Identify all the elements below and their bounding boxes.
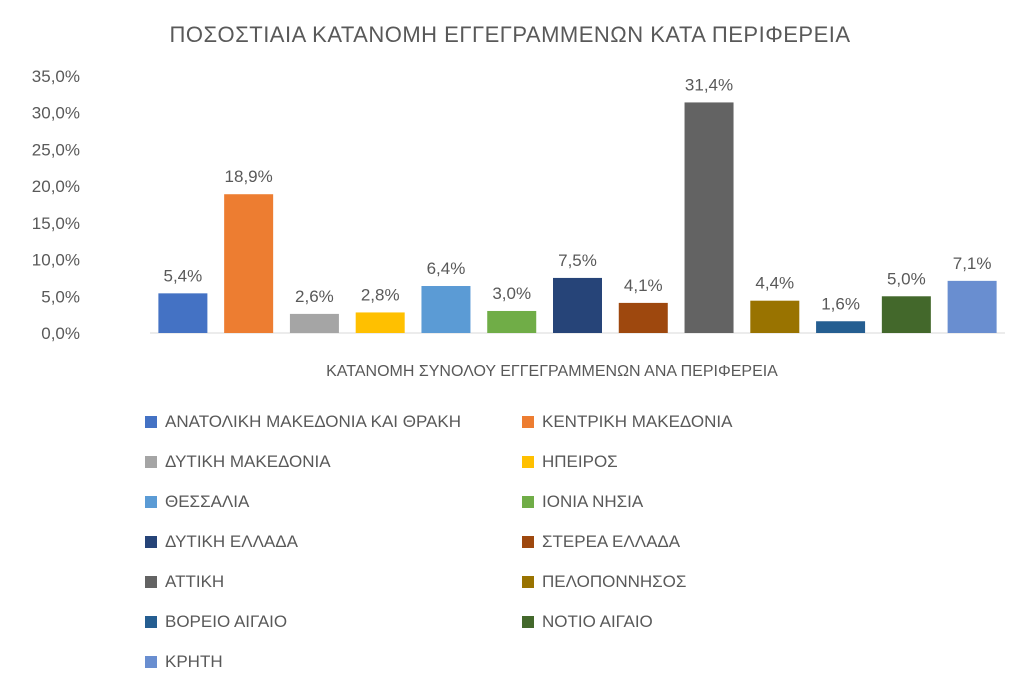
y-axis: 0,0% 5,0% 10,0% 15,0% 20,0% 25,0% 30,0% 35,0% bbox=[32, 67, 80, 343]
bar bbox=[553, 277, 602, 333]
legend-item: ΘΕΣΣΑΛΙΑ bbox=[145, 490, 249, 514]
bar bbox=[750, 300, 800, 333]
data-label: 4,1% bbox=[624, 276, 663, 295]
data-label: 5,4% bbox=[164, 266, 203, 285]
y-tick-label: 25,0% bbox=[32, 140, 80, 159]
data-label: 7,5% bbox=[558, 251, 597, 270]
data-label: 2,8% bbox=[361, 285, 400, 304]
legend-label: ΘΕΣΣΑΛΙΑ bbox=[165, 492, 250, 511]
legend-swatch bbox=[145, 616, 157, 628]
legend-item: ΣΤΕΡΕΑ ΕΛΛΑΔΑ bbox=[522, 530, 680, 554]
data-label: 6,4% bbox=[427, 259, 466, 278]
bar bbox=[684, 102, 734, 333]
legend-item: ΔΥΤΙΚΗ ΜΑΚΕΔΟΝΙΑ bbox=[145, 450, 331, 474]
data-label: 31,4% bbox=[685, 75, 733, 94]
legend-item: ΗΠΕΙΡΟΣ bbox=[522, 450, 618, 474]
legend-item: ΔΥΤΙΚΗ ΕΛΛΑΔΑ bbox=[145, 530, 298, 554]
bars bbox=[158, 102, 997, 333]
legend-swatch bbox=[145, 576, 157, 588]
legend-item: ΠΕΛΟΠΟΝΝΗΣΟΣ bbox=[522, 570, 686, 594]
data-label: 7,1% bbox=[953, 254, 992, 273]
legend-item: ΝΟΤΙΟ ΑΙΓΑΙΟ bbox=[522, 610, 653, 634]
bar bbox=[618, 302, 668, 333]
y-tick-label: 35,0% bbox=[32, 67, 80, 86]
legend-swatch bbox=[522, 456, 534, 468]
legend-label: ΑΤΤΙΚΗ bbox=[165, 572, 225, 591]
legend-item: ΚΡΗΤΗ bbox=[145, 650, 223, 674]
data-label: 2,6% bbox=[295, 287, 334, 306]
legend-label: ΚΡΗΤΗ bbox=[165, 652, 223, 671]
y-tick-label: 0,0% bbox=[41, 324, 80, 343]
legend-swatch bbox=[145, 536, 157, 548]
legend-label: ΒΟΡΕΙΟ ΑΙΓΑΙΟ bbox=[165, 612, 288, 631]
data-label: 3,0% bbox=[492, 284, 531, 303]
bar bbox=[355, 312, 405, 333]
legend-swatch bbox=[522, 536, 534, 548]
bar bbox=[421, 286, 471, 333]
legend-swatch bbox=[522, 496, 534, 508]
legend-swatch bbox=[522, 616, 534, 628]
legend-swatch bbox=[522, 576, 534, 588]
x-axis-title: ΚΑΤΑΝΟΜΗ ΣΥΝΟΛΟΥ ΕΓΓΕΓΡΑΜΜΕΝΩΝ ΑΝΑ ΠΕΡΙΦ… bbox=[326, 363, 778, 380]
legend-item: ΑΝΑΤΟΛΙΚΗ ΜΑΚΕΔΟΝΙΑ ΚΑΙ ΘΡΑΚΗ bbox=[145, 410, 461, 434]
y-tick-label: 20,0% bbox=[32, 177, 80, 196]
data-labels: 5,4% 18,9% 2,6% 2,8% 6,4% 3,0% 7,5% 4,1% 31,4% 4,… bbox=[164, 75, 992, 313]
y-tick-label: 10,0% bbox=[32, 251, 80, 270]
bar bbox=[158, 293, 208, 333]
legend-item: ΒΟΡΕΙΟ ΑΙΓΑΙΟ bbox=[145, 610, 287, 634]
data-label: 1,6% bbox=[821, 294, 860, 313]
legend-label: ΣΤΕΡΕΑ ΕΛΛΑΔΑ bbox=[542, 532, 681, 551]
data-label: 5,0% bbox=[887, 269, 926, 288]
bar bbox=[947, 280, 997, 333]
bar bbox=[224, 194, 274, 333]
bar bbox=[881, 296, 931, 333]
legend-label: ΚΕΝΤΡΙΚΗ ΜΑΚΕΔΟΝΙΑ bbox=[542, 412, 733, 431]
legend-swatch bbox=[522, 416, 534, 428]
legend-label: ΝΟΤΙΟ ΑΙΓΑΙΟ bbox=[542, 612, 653, 631]
legend-swatch bbox=[145, 496, 157, 508]
legend-item: ΑΤΤΙΚΗ bbox=[145, 570, 224, 594]
legend-label: ΠΕΛΟΠΟΝΝΗΣΟΣ bbox=[542, 572, 687, 591]
y-tick-label: 5,0% bbox=[41, 287, 80, 306]
legend-label: ΔΥΤΙΚΗ ΜΑΚΕΔΟΝΙΑ bbox=[165, 452, 331, 471]
legend-label: ΙΟΝΙΑ ΝΗΣΙΑ bbox=[542, 492, 644, 511]
legend-item: ΚΕΝΤΡΙΚΗ ΜΑΚΕΔΟΝΙΑ bbox=[522, 410, 732, 434]
legend-swatch bbox=[145, 456, 157, 468]
y-tick-label: 30,0% bbox=[32, 104, 80, 123]
legend-label: ΔΥΤΙΚΗ ΕΛΛΑΔΑ bbox=[165, 532, 298, 551]
legend-item: ΙΟΝΙΑ ΝΗΣΙΑ bbox=[522, 490, 643, 514]
legend-swatch bbox=[145, 656, 157, 668]
legend-swatch bbox=[145, 416, 157, 428]
data-label: 4,4% bbox=[755, 274, 794, 293]
legend-label: ΗΠΕΙΡΟΣ bbox=[542, 452, 618, 471]
data-label: 18,9% bbox=[225, 167, 273, 186]
y-tick-label: 15,0% bbox=[32, 214, 80, 233]
bar bbox=[487, 310, 537, 333]
bar bbox=[289, 313, 339, 333]
chart-title: ΠΟΣΟΣΤΙΑΙΑ ΚΑΤΑΝΟΜΗ ΕΓΓΕΓΡΑΜΜΕΝΩΝ ΚΑΤΑ Π… bbox=[169, 22, 850, 47]
legend-label: ΑΝΑΤΟΛΙΚΗ ΜΑΚΕΔΟΝΙΑ ΚΑΙ ΘΡΑΚΗ bbox=[165, 412, 462, 431]
bar bbox=[816, 321, 866, 333]
